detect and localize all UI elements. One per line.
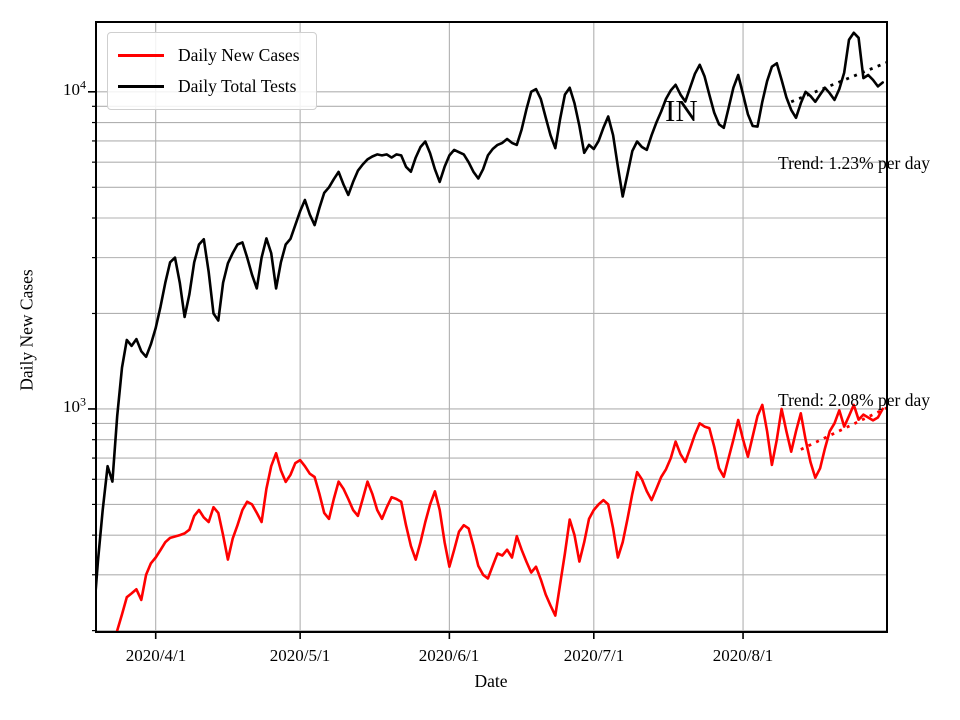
x-tick-label-jun: 2020/6/1 xyxy=(418,646,480,665)
legend-label-daily-total-tests: Daily Total Tests xyxy=(178,76,297,96)
legend-item-daily-total-tests: Daily Total Tests xyxy=(118,71,300,102)
x-tick-label-aug: 2020/8/1 xyxy=(712,646,774,665)
trend-annotation-tests: Trend: 1.23% per day xyxy=(778,153,930,173)
x-axis-label: Date xyxy=(474,671,508,691)
legend-item-daily-new-cases: Daily New Cases xyxy=(118,40,300,71)
trend-annotation-cases: Trend: 2.08% per day xyxy=(778,390,930,410)
x-tick-label-may: 2020/5/1 xyxy=(269,646,331,665)
region-annotation: IN xyxy=(665,93,698,128)
legend-label-daily-new-cases: Daily New Cases xyxy=(178,45,300,65)
y-tick-label-10e3: 103 xyxy=(63,394,86,416)
legend-swatch-red-line xyxy=(118,53,164,58)
y-tick-label-10e4: 104 xyxy=(63,77,86,99)
x-tick-label-jul: 2020/7/1 xyxy=(563,646,625,665)
legend: Daily New Cases Daily Total Tests xyxy=(107,32,317,110)
x-tick-label-apr: 2020/4/1 xyxy=(125,646,187,665)
y-axis-label: Daily New Cases xyxy=(16,269,37,391)
legend-swatch-black-line xyxy=(118,84,164,89)
